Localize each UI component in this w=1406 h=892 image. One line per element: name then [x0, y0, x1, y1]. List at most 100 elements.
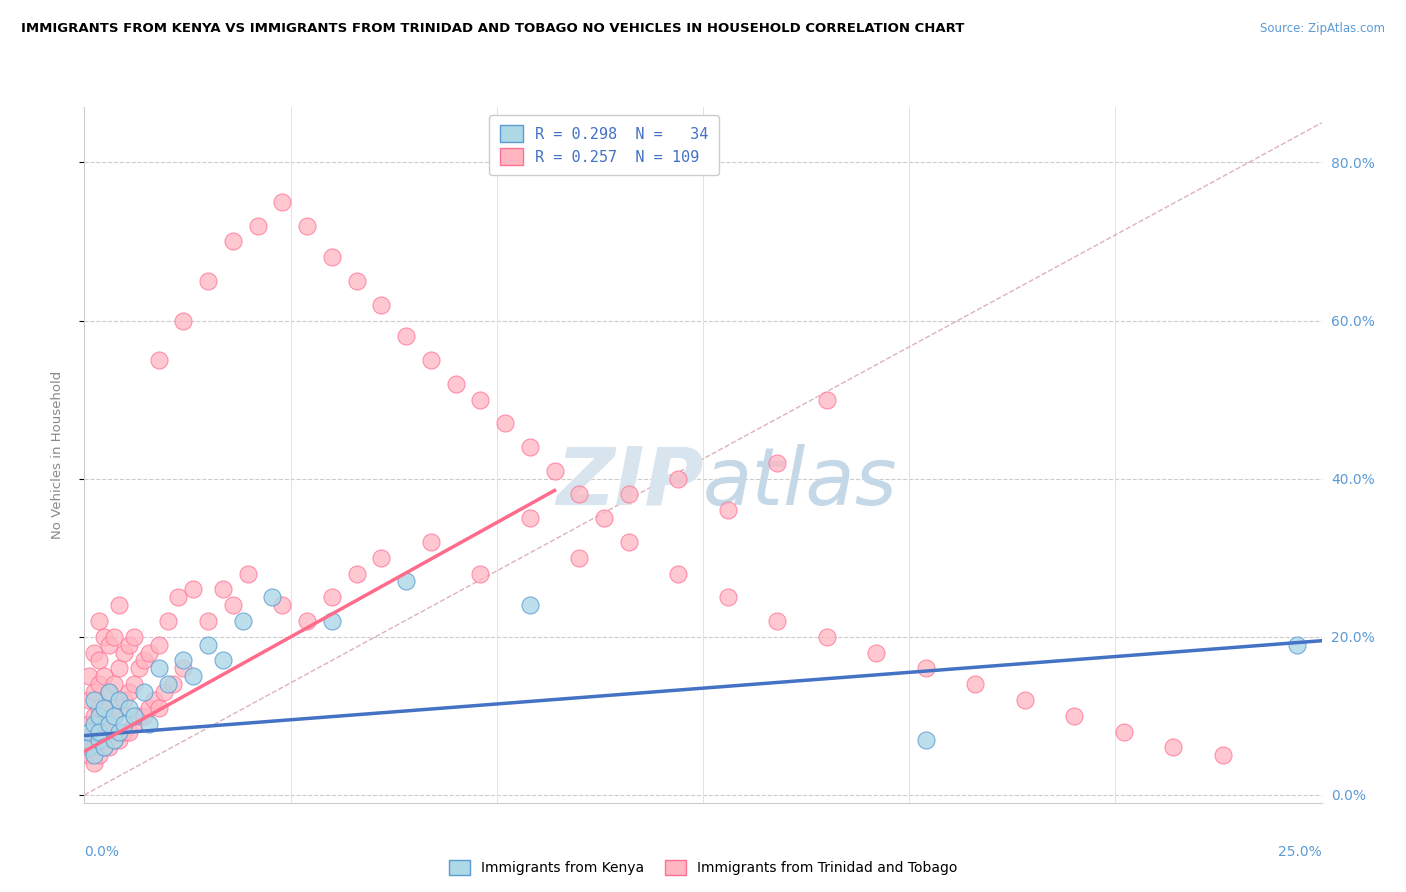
Point [89, 677, 111, 691]
Point [122, 677, 145, 691]
Point [142, 693, 165, 707]
Text: IMMIGRANTS FROM KENYA VS IMMIGRANTS FROM TRINIDAD AND TOBAGO NO VEHICLES IN HOUS: IMMIGRANTS FROM KENYA VS IMMIGRANTS FROM… [21, 22, 965, 36]
Point [346, 274, 368, 288]
Point [766, 456, 789, 470]
Point [666, 566, 689, 581]
Point [79, 732, 101, 747]
Point [321, 250, 343, 264]
Point [89, 716, 111, 731]
Point [914, 661, 936, 675]
Point [519, 440, 541, 454]
Point [295, 614, 318, 628]
Point [89, 653, 111, 667]
Point [138, 716, 160, 731]
Point [865, 646, 887, 660]
Point [197, 614, 219, 628]
Point [138, 701, 160, 715]
Point [470, 566, 492, 581]
Point [89, 748, 111, 763]
Text: atlas: atlas [703, 443, 898, 522]
Point [79, 716, 101, 731]
Point [122, 716, 145, 731]
Point [89, 701, 111, 715]
Point [83, 740, 105, 755]
Point [83, 685, 105, 699]
Point [83, 756, 105, 771]
Point [108, 732, 131, 747]
Point [103, 732, 125, 747]
Point [568, 550, 591, 565]
Point [271, 598, 294, 612]
Point [246, 219, 269, 233]
Point [271, 194, 294, 209]
Point [370, 550, 392, 565]
Point [321, 614, 343, 628]
Point [98, 716, 121, 731]
Text: 25.0%: 25.0% [1278, 845, 1322, 858]
Point [212, 653, 235, 667]
Point [262, 591, 284, 605]
Point [1014, 693, 1036, 707]
Point [122, 708, 145, 723]
Point [118, 685, 141, 699]
Point [593, 511, 616, 525]
Point [197, 274, 219, 288]
Point [93, 701, 115, 715]
Point [108, 598, 131, 612]
Text: ZIP: ZIP [555, 443, 703, 522]
Point [132, 685, 155, 699]
Point [543, 464, 565, 478]
Point [470, 392, 492, 407]
Point [118, 724, 141, 739]
Point [93, 724, 115, 739]
Point [98, 716, 121, 731]
Point [148, 638, 170, 652]
Point [212, 582, 235, 597]
Point [112, 693, 135, 707]
Point [815, 630, 838, 644]
Point [103, 677, 125, 691]
Point [1112, 724, 1135, 739]
Point [321, 591, 343, 605]
Point [83, 708, 105, 723]
Point [162, 677, 184, 691]
Y-axis label: No Vehicles in Household: No Vehicles in Household [51, 371, 63, 539]
Point [666, 472, 689, 486]
Point [197, 638, 219, 652]
Point [419, 534, 441, 549]
Point [172, 653, 194, 667]
Text: Source: ZipAtlas.com: Source: ZipAtlas.com [1260, 22, 1385, 36]
Point [89, 732, 111, 747]
Point [79, 740, 101, 755]
Point [617, 534, 640, 549]
Point [494, 417, 516, 431]
Point [108, 693, 131, 707]
Point [112, 716, 135, 731]
Point [232, 614, 254, 628]
Point [93, 669, 115, 683]
Point [568, 487, 591, 501]
Point [172, 313, 194, 327]
Point [112, 724, 135, 739]
Point [103, 708, 125, 723]
Point [167, 591, 190, 605]
Point [519, 598, 541, 612]
Point [717, 503, 740, 517]
Point [103, 630, 125, 644]
Point [419, 353, 441, 368]
Point [89, 614, 111, 628]
Point [519, 511, 541, 525]
Point [815, 392, 838, 407]
Point [108, 661, 131, 675]
Point [89, 724, 111, 739]
Point [79, 669, 101, 683]
Point [138, 646, 160, 660]
Point [1063, 708, 1085, 723]
Point [181, 582, 204, 597]
Point [444, 376, 467, 391]
Point [93, 740, 115, 755]
Point [395, 574, 418, 589]
Point [148, 661, 170, 675]
Point [236, 566, 259, 581]
Point [98, 685, 121, 699]
